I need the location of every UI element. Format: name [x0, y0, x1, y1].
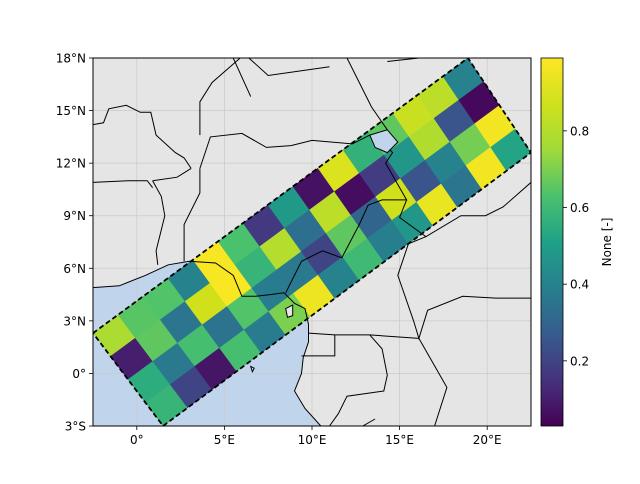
colorbar-tick-label: 0.8 [570, 124, 589, 138]
x-tick-label: 15°E [385, 433, 414, 447]
y-tick-label: 3°N [63, 314, 86, 328]
colorbar-tick-label: 0.6 [570, 201, 589, 215]
x-tick-label: 0° [130, 433, 144, 447]
x-axis-ticks: 0° 5°E 10°E 15°E 20°E [130, 426, 502, 447]
y-axis-ticks: 3°S 0° 3°N 6°N 9°N 12°N 15°N 18°N [56, 52, 93, 434]
y-tick-label: 6°N [63, 262, 86, 276]
x-tick-label: 20°E [473, 433, 502, 447]
x-tick-label: 10°E [298, 433, 327, 447]
colorbar [541, 58, 563, 426]
y-tick-label: 12°N [56, 157, 86, 171]
y-tick-label: 15°N [56, 104, 86, 118]
y-tick-label: 18°N [56, 52, 86, 66]
colorbar-tick-label: 0.4 [570, 278, 589, 292]
y-tick-label: 3°S [65, 420, 86, 434]
y-tick-label: 9°N [63, 209, 86, 223]
y-tick-label: 0° [72, 367, 86, 381]
colorbar-ticks: 0.2 0.4 0.6 0.8 [563, 124, 589, 368]
colorbar-tick-label: 0.2 [570, 354, 589, 368]
colorbar-label: None [-] [600, 218, 614, 267]
x-tick-label: 5°E [214, 433, 235, 447]
